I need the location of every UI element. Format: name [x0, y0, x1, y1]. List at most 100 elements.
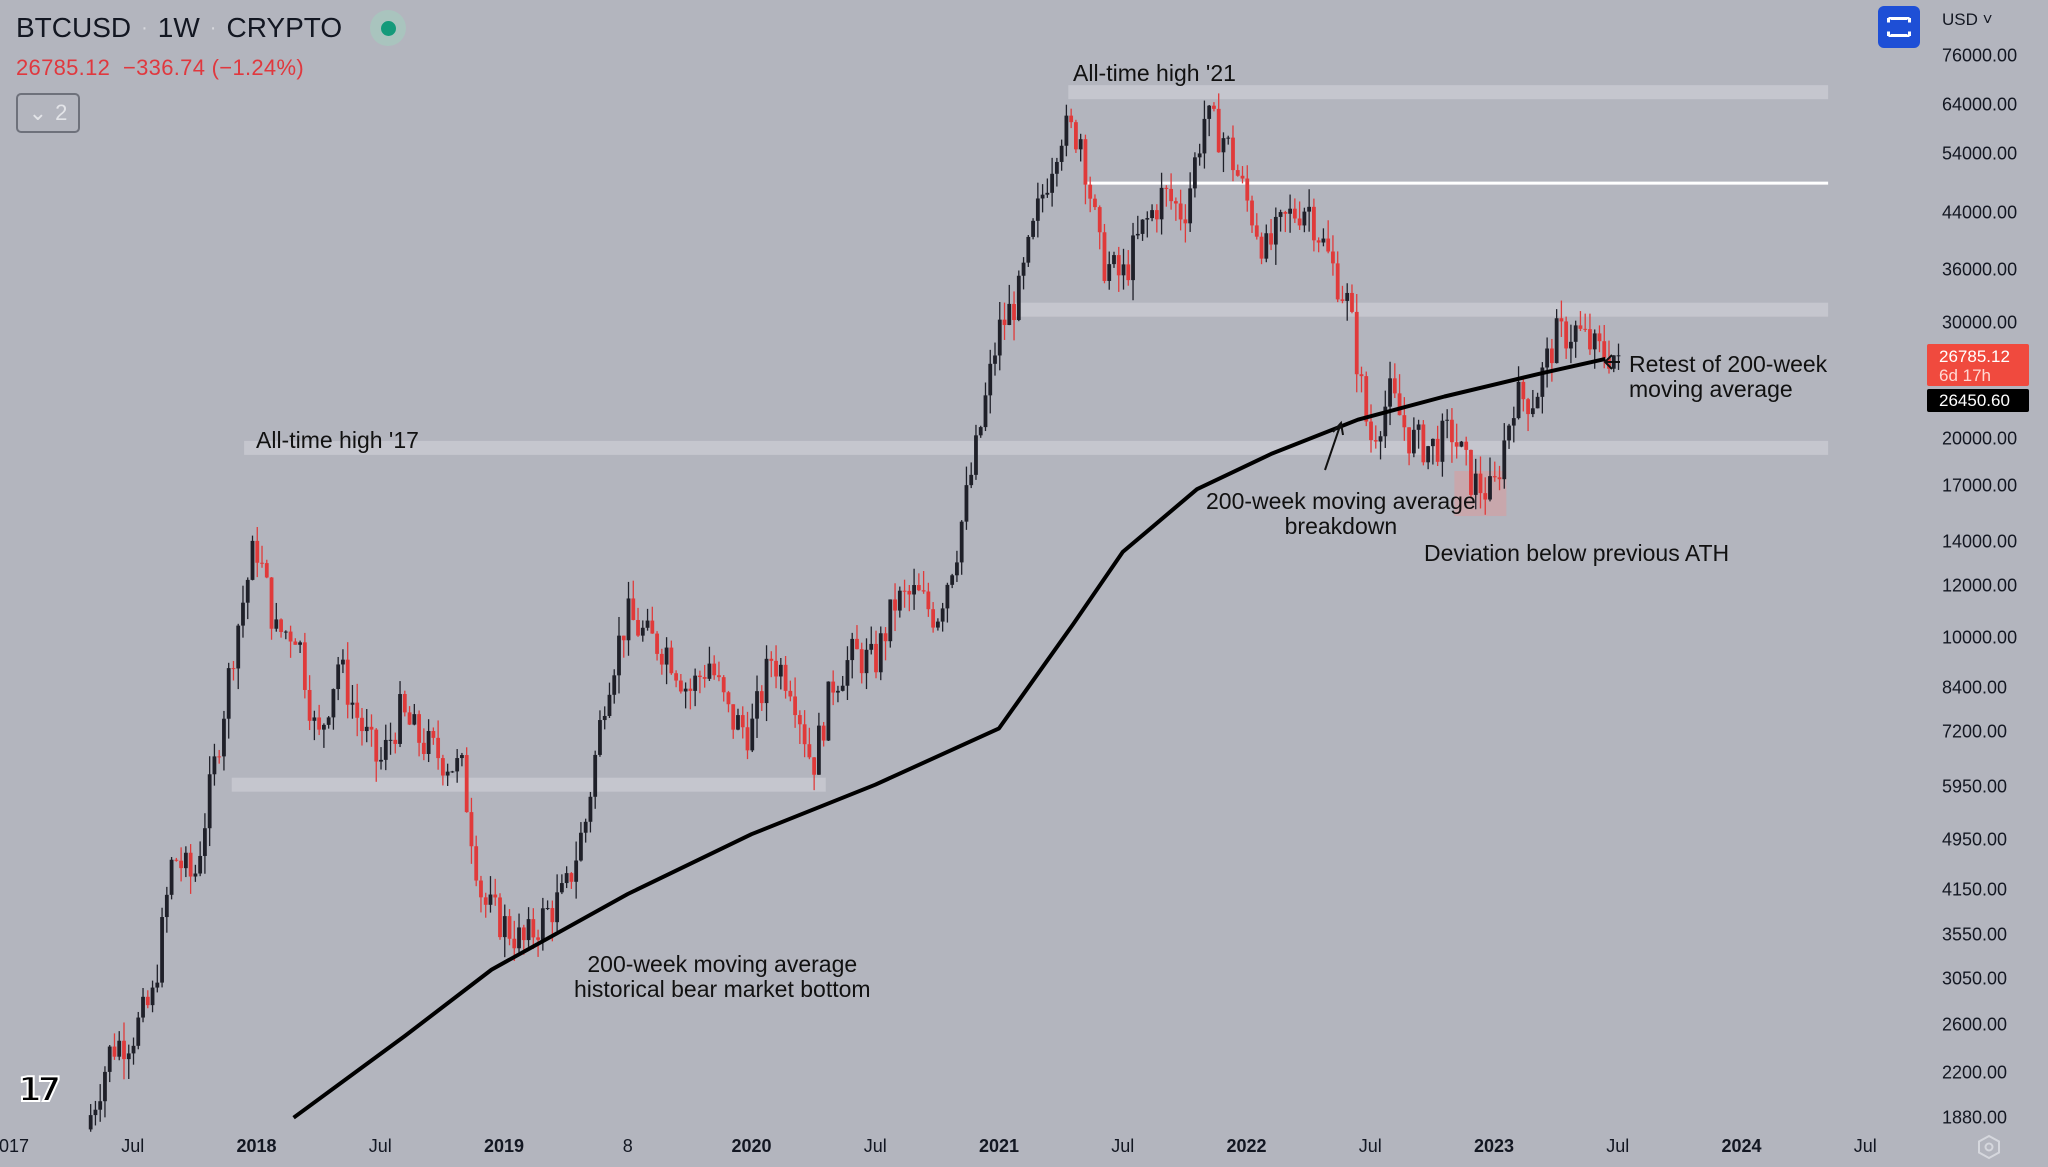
candle — [341, 649, 345, 674]
candle-body — [431, 731, 436, 738]
candle — [688, 678, 693, 710]
candle-body — [1093, 198, 1097, 208]
indicators-toggle-button[interactable]: ⌄ 2 — [16, 93, 80, 133]
interval[interactable]: 1W — [157, 12, 200, 43]
candle-body — [1245, 178, 1250, 201]
candle — [1026, 234, 1031, 267]
x-tick-label: Jul — [1111, 1136, 1135, 1156]
candle-body — [1569, 341, 1573, 349]
candle-body — [1226, 137, 1231, 139]
candle — [1307, 189, 1312, 232]
candle-body — [1283, 212, 1288, 214]
x-tick-label: Jul — [863, 1136, 887, 1156]
candle-body — [150, 987, 155, 1006]
candle — [1259, 232, 1264, 265]
candle — [1140, 219, 1145, 241]
candle-body — [169, 859, 174, 895]
candle-body — [788, 690, 793, 697]
candle-body — [1050, 173, 1055, 193]
x-tick-label: 2023 — [1473, 1136, 1515, 1156]
candle — [1450, 408, 1454, 463]
candle-body — [1597, 333, 1602, 342]
settings-icon[interactable] — [1976, 1134, 2002, 1160]
x-tick-label: 2019 — [483, 1136, 525, 1156]
candle — [1240, 166, 1245, 184]
candle-body — [1354, 311, 1359, 375]
tradingview-logo[interactable]: 17 — [17, 1069, 62, 1111]
candle — [807, 727, 812, 760]
candle — [878, 626, 883, 681]
candle — [1064, 104, 1069, 157]
annotation-line: 200-week moving average — [587, 951, 858, 977]
candle-body — [288, 631, 293, 642]
candle — [1407, 427, 1411, 466]
candle-body — [1545, 348, 1550, 368]
candle-body — [1426, 446, 1431, 463]
candle-body — [1511, 418, 1516, 426]
candle — [1035, 182, 1040, 238]
candle-body — [574, 860, 579, 882]
candle — [117, 1031, 122, 1061]
candle-body — [683, 688, 688, 692]
candle-body — [945, 584, 950, 609]
fullscreen-icon[interactable] — [1878, 6, 1920, 48]
candle-body — [1369, 421, 1373, 441]
candle — [1235, 164, 1240, 177]
candle — [1378, 431, 1383, 460]
candle-body — [759, 691, 764, 704]
x-tick-label: Jul — [1853, 1136, 1877, 1156]
candle-body — [921, 590, 926, 592]
candle-body — [521, 927, 526, 941]
x-tick-label: Jul — [121, 1136, 145, 1156]
candle-body — [598, 720, 602, 755]
annotation-ath17: All-time high '17 — [256, 427, 419, 453]
candle-body — [260, 562, 264, 564]
candle — [698, 670, 702, 694]
candle-body — [888, 599, 893, 642]
candle — [921, 571, 926, 594]
candle — [897, 586, 902, 618]
candle-body — [1150, 210, 1154, 219]
candle — [1588, 313, 1592, 355]
candle-body — [1240, 175, 1245, 179]
candle-body — [612, 675, 617, 695]
candle — [855, 625, 859, 650]
candle-body — [602, 715, 607, 721]
candle — [783, 655, 788, 699]
candle-body — [983, 395, 988, 428]
candle — [816, 712, 821, 775]
x-tick-label: 2021 — [978, 1136, 1020, 1156]
candle — [1559, 300, 1564, 337]
candle-body — [1616, 355, 1621, 357]
symbol-header[interactable]: BTCUSD · 1W · CRYPTO — [16, 10, 407, 46]
candle — [745, 711, 750, 760]
candle — [369, 714, 374, 747]
candle-body — [1564, 321, 1569, 349]
y-tick-label: 5950.00 — [1942, 776, 2008, 797]
candle — [1173, 197, 1178, 221]
candle-body — [436, 737, 441, 759]
currency-select[interactable]: USD ˅ — [1942, 10, 1993, 29]
candle-body — [1292, 208, 1297, 219]
candle-body — [988, 363, 993, 396]
candle — [935, 618, 940, 631]
candle — [1483, 477, 1488, 515]
candle-body — [188, 852, 193, 877]
candle — [1078, 133, 1083, 162]
candle — [1488, 457, 1492, 502]
candle-body — [107, 1046, 112, 1072]
candle-body — [1554, 318, 1559, 364]
candle-body — [1302, 211, 1307, 226]
candle-body — [1445, 419, 1450, 421]
candle — [717, 661, 721, 682]
candle — [498, 893, 502, 940]
candle — [207, 756, 212, 847]
candle — [1169, 173, 1174, 210]
candle — [1297, 201, 1302, 230]
candle — [1226, 135, 1231, 145]
candle — [874, 630, 878, 679]
candle — [402, 690, 407, 717]
candle — [564, 866, 569, 889]
candle — [836, 685, 840, 703]
